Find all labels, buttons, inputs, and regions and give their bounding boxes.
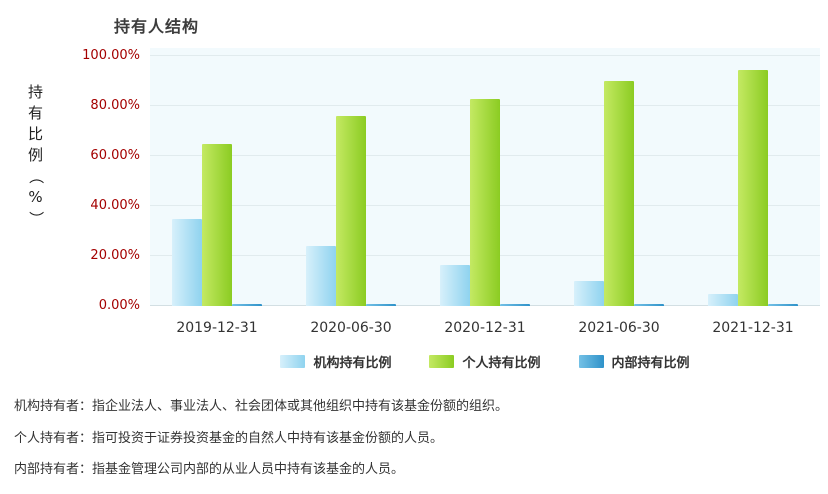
bar-internal <box>634 304 664 306</box>
note-individual: 个人持有者：指可投资于证券投资基金的自然人中持有该基金份额的人员。 <box>14 431 508 447</box>
y-axis-tick-label: 60.00% <box>90 148 140 163</box>
note-text: 指可投资于证券投资基金的自然人中持有该基金份额的人员。 <box>92 430 444 446</box>
y-axis-title-char: % <box>28 188 43 206</box>
y-axis-title-char: 比 <box>28 125 44 143</box>
legend-swatch-institution <box>280 355 306 368</box>
y-axis-title-char: 例 <box>28 146 44 164</box>
y-axis-title-char: 持 <box>28 83 44 101</box>
legend-label-internal: 内部持有比例 <box>611 356 690 371</box>
chart-title: 持有人结构 <box>114 17 200 36</box>
legend-item-institution[interactable]: 机构持有比例 <box>280 352 391 371</box>
note-internal: 内部持有者：指基金管理公司内部的从业人员中持有该基金的人员。 <box>14 462 508 478</box>
bar-institution <box>574 281 604 306</box>
note-term: 个人持有者： <box>14 430 93 446</box>
bar-individual <box>738 69 768 306</box>
bar-institution <box>172 218 202 306</box>
x-axis-tick-label: 2021-06-30 <box>578 320 660 336</box>
bar-institution <box>708 293 738 306</box>
legend-item-individual[interactable]: 个人持有比例 <box>429 352 541 371</box>
bar-individual <box>202 143 232 306</box>
note-institution: 机构持有者：指企业法人、事业法人、社会团体或其他组织中持有该基金份额的组织。 <box>14 399 508 415</box>
note-term: 内部持有者： <box>14 462 93 478</box>
legend-label-individual: 个人持有比例 <box>462 356 541 371</box>
y-axis-tick-label: 40.00% <box>90 198 140 213</box>
note-text: 指企业法人、事业法人、社会团体或其他组织中持有该基金份额的组织。 <box>92 399 509 414</box>
legend-item-internal[interactable]: 内部持有比例 <box>578 352 690 371</box>
bar-individual <box>336 116 366 306</box>
bar-institution <box>306 246 336 306</box>
legend-label-institution: 机构持有比例 <box>313 356 392 371</box>
bar-internal <box>500 304 530 306</box>
bar-individual <box>470 98 500 306</box>
y-axis-tick-label: 0.00% <box>98 298 140 313</box>
gridline <box>150 55 820 56</box>
x-axis-tick-label: 2019-12-31 <box>176 320 258 336</box>
y-axis-tick-label: 80.00% <box>90 98 140 113</box>
y-axis-title: 持有比例 （% ） <box>27 82 46 229</box>
chart-legend: 机构持有比例 个人持有比例 内部持有比例 <box>150 352 820 371</box>
x-axis-tick-label: 2020-12-31 <box>444 320 526 336</box>
y-axis-tick-label: 20.00% <box>90 248 140 263</box>
notes-block: 机构持有者：指企业法人、事业法人、社会团体或其他组织中持有该基金份额的组织。 个… <box>14 399 508 494</box>
y-axis-title-char: ） <box>27 210 46 227</box>
bar-internal <box>768 304 798 306</box>
plot-area: 0.00% 20.00% 40.00% 60.00% 80.00% 100.00% 2019… <box>82 48 820 336</box>
bar-individual <box>604 81 634 306</box>
note-text: 指基金管理公司内部的从业人员中持有该基金的人员。 <box>92 462 405 478</box>
bar-internal <box>366 304 396 306</box>
y-axis-title-char: （ <box>27 168 46 185</box>
y-axis-tick-label: 100.00% <box>82 48 140 63</box>
x-axis-tick-label: 2020-06-30 <box>310 320 392 336</box>
y-axis-title-char: 有 <box>28 104 44 122</box>
legend-swatch-individual <box>429 355 455 368</box>
x-axis-tick-label: 2021-12-31 <box>712 320 794 336</box>
legend-swatch-internal <box>578 355 604 368</box>
note-term: 机构持有者： <box>14 399 93 414</box>
bar-institution <box>440 264 470 306</box>
bar-internal <box>232 304 262 306</box>
